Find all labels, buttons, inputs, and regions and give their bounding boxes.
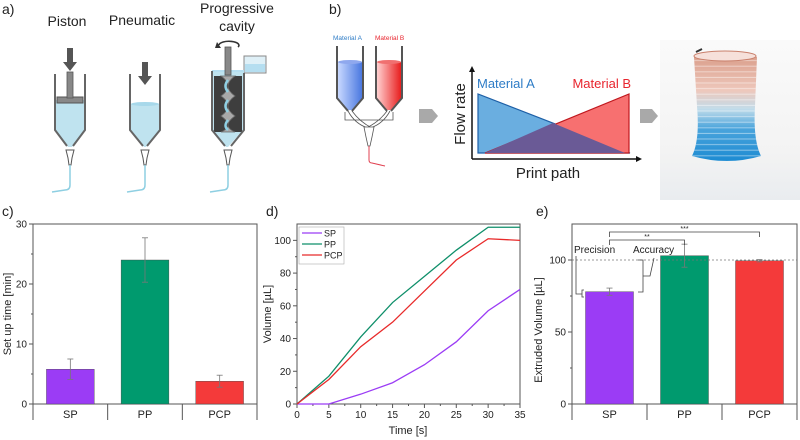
chart-d-ytick-label: 20 [280, 367, 292, 378]
chart-e-xtick-label: PCP [748, 409, 771, 421]
chart-d-volume-time: d) Volume [µL] Time [s] 0 5 10 15 20 25 30 35 0 2… [262, 203, 526, 437]
chart-c-ytick-label: 10 [16, 340, 28, 351]
chart-e-ylabel: Extruded Volume [µL] [533, 277, 545, 382]
chart-d-ytick-label: 60 [280, 301, 292, 312]
arrow-right-icon-2 [640, 109, 658, 123]
chart-d-xtick-label: 25 [451, 410, 463, 421]
pneumatic-title: Pneumatic [109, 12, 175, 28]
chart-e-precision-leader [575, 256, 582, 295]
chart-c-ytick-label: 0 [21, 400, 27, 411]
chart-e-accuracy-label: Accuracy [633, 245, 674, 256]
chart-e-ytick-label: 50 [555, 328, 567, 339]
dual-syringe-mixer-icon [336, 46, 403, 167]
print-path-axis-label: Print path [516, 165, 580, 182]
flow-rate-diagram: Material A Material B Flow rate Print pa… [452, 66, 642, 182]
flow-rate-axis-label: Flow rate [452, 83, 469, 145]
chart-d-xtick-label: 5 [326, 410, 332, 421]
chart-c-ylabel: Set up time [min] [2, 273, 14, 356]
chart-e-sig-label-sp-pp: ** [644, 234, 650, 241]
chart-d-ylabel: Volume [µL] [262, 285, 274, 343]
chart-e-ytick-label: 100 [549, 256, 566, 267]
arrow-right-icon [419, 109, 438, 123]
chart-e-sig-bracket-sp-pp [609, 239, 685, 245]
chart-c-ytick-label: 20 [16, 280, 28, 291]
chart-d-xlabel: Time [s] [389, 425, 428, 437]
progressive-cavity-pump-icon [209, 40, 267, 193]
chart-c-xtick-label: PCP [208, 409, 231, 421]
chart-d-xtick-label: 30 [483, 410, 495, 421]
chart-e-xtick-label: PP [677, 409, 692, 421]
chart-e-bar-pp [660, 255, 709, 405]
chart-d-xtick-label: 10 [355, 410, 367, 421]
chart-d-xtick-label: 20 [419, 410, 431, 421]
chart-d-ytick-label: 40 [280, 334, 292, 345]
progressive-title-line2: cavity [219, 18, 255, 34]
piston-syringe-icon [51, 48, 86, 193]
chart-d-xtick-label: 0 [294, 410, 300, 421]
chart-e-sig-bracket-sp-pcp [609, 231, 760, 237]
panel-a-label: a) [2, 1, 14, 17]
chart-e-ytick-label: 0 [560, 400, 566, 411]
chart-e-precision-brace [581, 289, 584, 298]
material-b-label-small: Material B [375, 35, 404, 42]
chart-d-legend-label-pp: PP [324, 240, 336, 250]
chart-d-line-pp [296, 226, 520, 405]
panel-b-label: b) [329, 1, 341, 17]
panel-b: b) Material A Material B [329, 1, 800, 200]
panel-c-label: c) [2, 203, 14, 219]
flow-material-a-label: Material A [477, 76, 535, 91]
chart-c-xtick-label: PP [138, 409, 153, 421]
chart-d-line-pcp [296, 238, 521, 405]
chart-c-xtick-label: SP [63, 409, 78, 421]
chart-c-setup-time: c) Set up time [min] 0 10 20 30 SP PP PCP [2, 203, 258, 421]
chart-e-accuracy-brace [638, 257, 655, 293]
chart-e-bar-pcp [735, 260, 784, 405]
chart-d-ytick-label: 100 [274, 236, 291, 247]
chart-d-line-sp [297, 288, 521, 405]
pneumatic-syringe-icon [126, 62, 161, 193]
chart-e-bar-sp [585, 291, 634, 405]
chart-e-sig-label-sp-pcp: *** [680, 226, 688, 233]
chart-e-xtick-label: SP [602, 409, 617, 421]
panel-d-label: d) [266, 203, 278, 219]
chart-d-ytick-label: 0 [285, 400, 291, 411]
chart-c-ytick-label: 30 [16, 220, 28, 231]
chart-c-bar-pp [120, 259, 170, 405]
chart-d-legend-label-sp: SP [324, 229, 336, 239]
piston-title: Piston [48, 13, 87, 29]
chart-d-xtick-label: 15 [387, 410, 399, 421]
chart-d-ytick-label: 80 [280, 269, 292, 280]
chart-e-precision-label: Precision [574, 245, 615, 256]
gradient-printed-cylinder-photo [660, 40, 800, 200]
flow-material-b-label: Material B [572, 76, 631, 91]
panel-a: a) Piston Pneumatic Progressive cavity [2, 0, 274, 193]
material-a-label-small: Material A [333, 35, 363, 42]
chart-d-legend-label-pcp: PCP [324, 251, 343, 261]
panel-e-label: e) [536, 203, 548, 219]
progressive-title-line1: Progressive [200, 0, 274, 16]
chart-d-xtick-label: 35 [514, 410, 526, 421]
